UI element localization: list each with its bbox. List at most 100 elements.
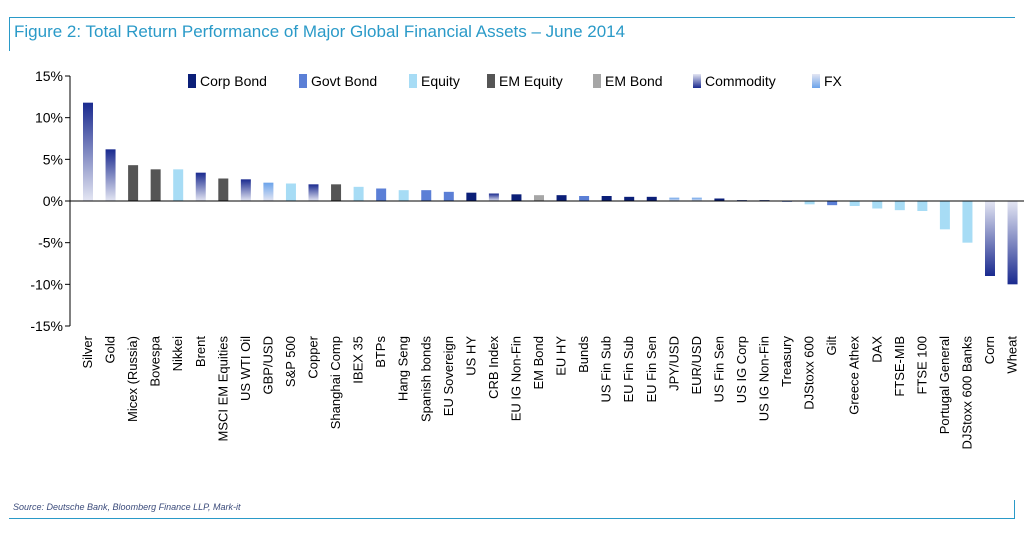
x-label-ibex-35: IBEX 35 — [351, 336, 366, 384]
bar-us-fin-sen — [714, 198, 725, 201]
x-label-portugal-general: Portugal General — [937, 336, 952, 434]
legend-swatch-fx — [812, 74, 820, 88]
bar-us-wti-oil — [240, 179, 251, 201]
legend-label-corp-bond: Corp Bond — [200, 73, 267, 89]
x-label-gold: Gold — [103, 336, 118, 363]
x-label-em-bond: EM Bond — [531, 336, 546, 389]
bar-dax — [872, 201, 883, 209]
y-axis: 15% 10% 5% 0% -5% -10% -15% — [30, 68, 71, 334]
bar-brent — [195, 172, 206, 201]
x-label-brent: Brent — [193, 336, 208, 367]
bar-eu-fin-sub — [624, 196, 635, 201]
bar-us-hy — [466, 192, 477, 201]
y-tick-label: 5% — [43, 151, 63, 167]
legend-swatch-corp-bond — [188, 74, 196, 88]
x-label-ftse-mib: FTSE-MIB — [892, 336, 907, 397]
x-label-bovespa: Bovespa — [148, 335, 163, 386]
x-label-djstoxx-600-banks: DJStoxx 600 Banks — [959, 336, 974, 450]
bar-gilt — [827, 201, 838, 206]
bar-nikkei — [173, 169, 184, 201]
bar-us-fin-sub — [601, 196, 612, 201]
x-label-us-ig-non-fin: US IG Non-Fin — [757, 336, 772, 421]
frame-top-border — [9, 17, 1015, 18]
bar-bunds — [579, 196, 590, 201]
y-tick-label: 15% — [35, 68, 63, 84]
x-label-crb-index: CRB Index — [486, 336, 501, 399]
x-label-gbp-usd: GBP/USD — [260, 336, 275, 395]
x-label-dax: DAX — [869, 336, 884, 363]
x-label-ftse-100: FTSE 100 — [914, 336, 929, 395]
x-label-treasury: Treasury — [779, 336, 794, 387]
x-label-wheat: Wheat — [1005, 336, 1020, 374]
figure-title: Figure 2: Total Return Performance of Ma… — [14, 22, 626, 41]
legend-swatch-em-bond — [593, 74, 601, 88]
bar-eu-sovereign — [443, 191, 454, 201]
x-label-eu-hy: EU HY — [554, 336, 569, 376]
x-label-greece-athex: Greece Athex — [847, 336, 862, 415]
bar-silver — [83, 102, 93, 201]
legend-label-govt-bond: Govt Bond — [311, 73, 377, 89]
x-label-us-hy: US HY — [463, 336, 478, 376]
x-label-copper: Copper — [306, 335, 321, 378]
bar-gold — [105, 149, 116, 201]
x-label-us-fin-sen: US Fin Sen — [711, 336, 726, 402]
bar-shanghai-comp — [331, 184, 342, 201]
x-label-djstoxx-600: DJStoxx 600 — [802, 336, 817, 410]
x-label-bunds: Bunds — [576, 336, 591, 373]
x-label-micex-russia: Micex (Russia) — [125, 336, 140, 422]
bar-ibex-35 — [353, 186, 364, 201]
y-tick-label: 0% — [43, 193, 63, 209]
legend-swatch-em-equity — [487, 74, 495, 88]
bar-btps — [376, 188, 387, 201]
bar-portugal-general — [939, 201, 950, 230]
legend-label-commodity: Commodity — [705, 73, 776, 89]
x-label-msci-em-equities: MSCI EM Equities — [215, 336, 230, 442]
x-label-btps: BTPs — [373, 336, 388, 368]
bar-eur-usd — [691, 197, 702, 201]
x-axis-labels: Silver Gold Micex (Russia) Bovespa Nikkei Bre… — [80, 335, 1020, 449]
x-label-shanghai-comp: Shanghai Comp — [328, 336, 343, 429]
bar-eu-hy — [556, 195, 567, 201]
legend-label-equity: Equity — [421, 73, 460, 89]
x-label-us-wti-oil: US WTI Oil — [238, 336, 253, 401]
bar-eu-fin-sen — [646, 196, 657, 201]
bar-jpy-usd — [669, 197, 680, 201]
bar-eu-ig-non-fin — [511, 194, 522, 201]
frame-left-border — [9, 17, 10, 51]
bar-copper — [308, 184, 319, 201]
bar-corn — [985, 201, 995, 276]
x-label-eur-usd: EUR/USD — [689, 336, 704, 395]
bar-spanish-bonds — [421, 190, 432, 201]
x-label-eu-fin-sub: EU Fin Sub — [621, 336, 636, 402]
source-note: Source: Deutsche Bank, Bloomberg Finance… — [13, 502, 241, 512]
bar-em-bond — [534, 195, 544, 201]
x-label-spanish-bonds: Spanish bonds — [418, 336, 433, 423]
legend-swatch-commodity — [693, 74, 701, 88]
bar-crb-index — [488, 193, 499, 201]
bar-ftse-100 — [917, 201, 928, 211]
bar-djstoxx-600-banks — [962, 201, 973, 243]
bar-greece-athex — [849, 201, 860, 206]
x-label-eu-fin-sen: EU Fin Sen — [644, 336, 659, 402]
chart-bars — [83, 102, 1018, 285]
legend-label-em-equity: EM Equity — [499, 73, 563, 89]
bar-s-p-500 — [285, 183, 296, 201]
chart-legend: Corp Bond Govt Bond Equity EM Equity EM Bond… — [188, 73, 843, 89]
bar-micex-russia — [128, 165, 139, 201]
bar-gbp-usd — [263, 182, 274, 201]
bar-msci-em-equities — [218, 178, 229, 201]
frame-right-border — [1014, 500, 1015, 519]
bar-bovespa — [150, 169, 161, 201]
x-label-eu-sovereign: EU Sovereign — [441, 336, 456, 416]
x-label-hang-seng: Hang Seng — [396, 336, 411, 401]
bar-wheat — [1007, 201, 1018, 285]
legend-label-fx: FX — [824, 73, 843, 89]
legend-swatch-equity — [409, 74, 417, 88]
x-label-gilt: Gilt — [824, 336, 839, 356]
x-label-us-fin-sub: US Fin Sub — [599, 336, 614, 402]
y-tick-label: -5% — [38, 235, 63, 251]
y-tick-label: 10% — [35, 110, 63, 126]
x-label-eu-ig-non-fin: EU IG Non-Fin — [508, 336, 523, 421]
x-label-nikkei: Nikkei — [170, 336, 185, 372]
